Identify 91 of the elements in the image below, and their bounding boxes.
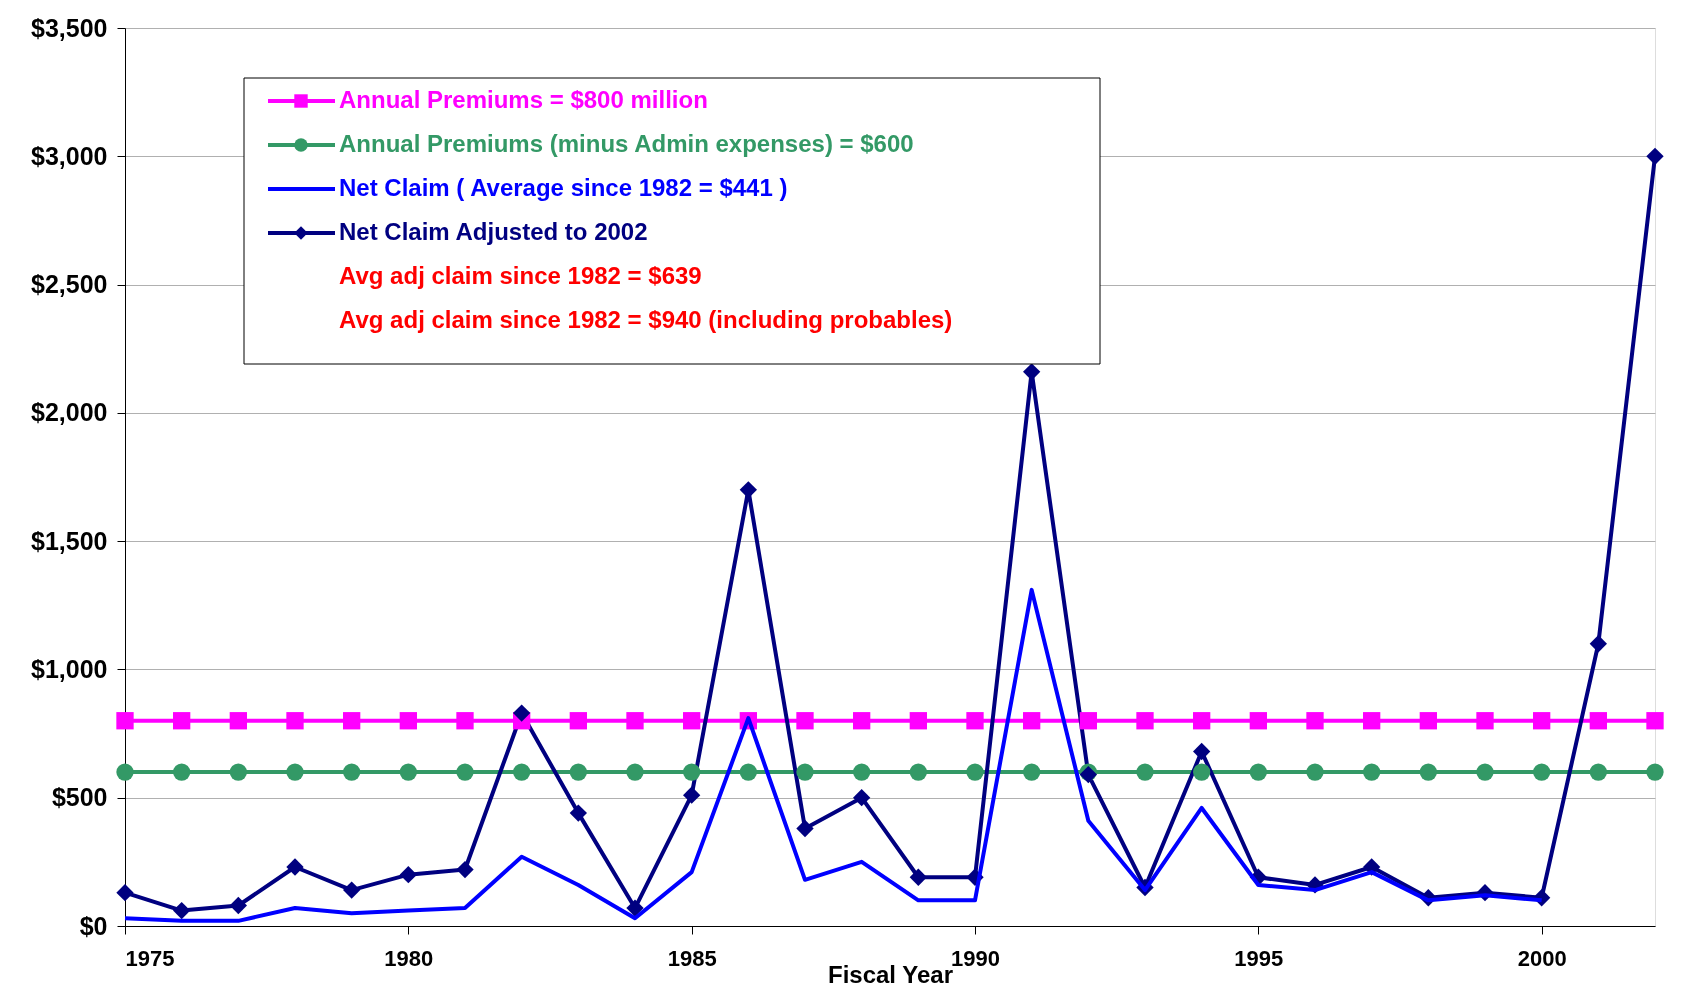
- point: [1363, 763, 1381, 781]
- point: [1589, 712, 1607, 730]
- annotation: Avg adj claim since 1982 = $639: [339, 262, 702, 289]
- legend-label: Net Claim Adjusted to 2002: [339, 218, 648, 245]
- point: [683, 786, 701, 804]
- point: [1079, 712, 1097, 730]
- y-tick-label: $2,500: [31, 270, 108, 299]
- point: [1646, 712, 1664, 730]
- point: [229, 763, 247, 781]
- point: [853, 712, 871, 730]
- point: [343, 763, 361, 781]
- point: [1646, 763, 1664, 781]
- point: [286, 763, 304, 781]
- point: [1476, 763, 1494, 781]
- point: [343, 881, 361, 899]
- point: [1306, 712, 1324, 730]
- point: [683, 763, 701, 781]
- point: [1193, 763, 1211, 781]
- point: [229, 712, 247, 730]
- point: [966, 712, 984, 730]
- point: [1589, 635, 1607, 653]
- point: [909, 868, 927, 886]
- point: [626, 899, 644, 917]
- annotation: Avg adj claim since 1982 = $940 (including probables): [339, 306, 953, 333]
- point: [173, 901, 191, 920]
- x-tick-label: 1985: [667, 945, 717, 971]
- y-tick-label: $500: [51, 783, 108, 812]
- point: [1533, 763, 1551, 781]
- point: [456, 712, 474, 730]
- point: [116, 712, 134, 730]
- point: [796, 763, 814, 781]
- point: [116, 763, 134, 781]
- point: [683, 712, 701, 730]
- y-tick-label: $3,000: [31, 141, 108, 170]
- point: [456, 860, 474, 879]
- point: [796, 819, 814, 838]
- point: [286, 712, 304, 730]
- point: [569, 763, 587, 781]
- point: [1136, 712, 1154, 730]
- point: [1363, 712, 1381, 730]
- point: [399, 763, 417, 781]
- point: [513, 704, 531, 722]
- point: [286, 858, 304, 876]
- x-tick-label: 1990: [951, 945, 1000, 971]
- point: [796, 712, 814, 730]
- point: [909, 763, 927, 781]
- point: [1023, 763, 1041, 781]
- point: [739, 763, 757, 781]
- y-tick-label: $2,000: [31, 398, 108, 427]
- point: [1249, 763, 1267, 781]
- point: [966, 763, 984, 781]
- point: [626, 712, 644, 730]
- point: [116, 883, 134, 902]
- point: [1533, 712, 1551, 730]
- legend-label: Net Claim ( Average since 1982 = $441 ): [339, 174, 788, 201]
- legend-label: Annual Premiums = $800 million: [339, 86, 708, 113]
- x-axis-title: Fiscal Year: [828, 960, 953, 988]
- point: [1193, 712, 1211, 730]
- point: [456, 763, 474, 781]
- y-tick-label: $3,500: [31, 13, 108, 42]
- point: [399, 866, 417, 884]
- point: [513, 763, 531, 781]
- point: [1023, 712, 1041, 730]
- point: [626, 763, 644, 781]
- point: [1476, 712, 1494, 730]
- x-tick-label: 1975: [125, 945, 175, 971]
- point: [1193, 742, 1211, 761]
- point: [569, 712, 587, 730]
- point: [229, 896, 247, 915]
- point: [399, 712, 417, 730]
- point: [1136, 763, 1154, 781]
- x-tick-label: 1980: [384, 945, 434, 971]
- point: [909, 712, 927, 730]
- point: [1306, 763, 1324, 781]
- y-tick-label: $1,000: [31, 654, 108, 683]
- point: [569, 804, 587, 822]
- x-tick-label: 2000: [1517, 945, 1567, 971]
- point: [1419, 763, 1437, 781]
- y-tick-label: $0: [79, 911, 108, 940]
- y-tick-label: $1,500: [31, 526, 108, 555]
- point: [1646, 147, 1664, 165]
- point: [173, 712, 191, 730]
- point: [1419, 712, 1437, 730]
- point: [853, 789, 871, 807]
- point: [853, 763, 871, 781]
- point: [1249, 712, 1267, 730]
- x-tick-label: 1995: [1234, 945, 1284, 971]
- legend-label: Annual Premiums (minus Admin expenses) = $600: [339, 130, 914, 157]
- point: [173, 763, 191, 781]
- point: [1589, 763, 1607, 781]
- point: [343, 712, 361, 730]
